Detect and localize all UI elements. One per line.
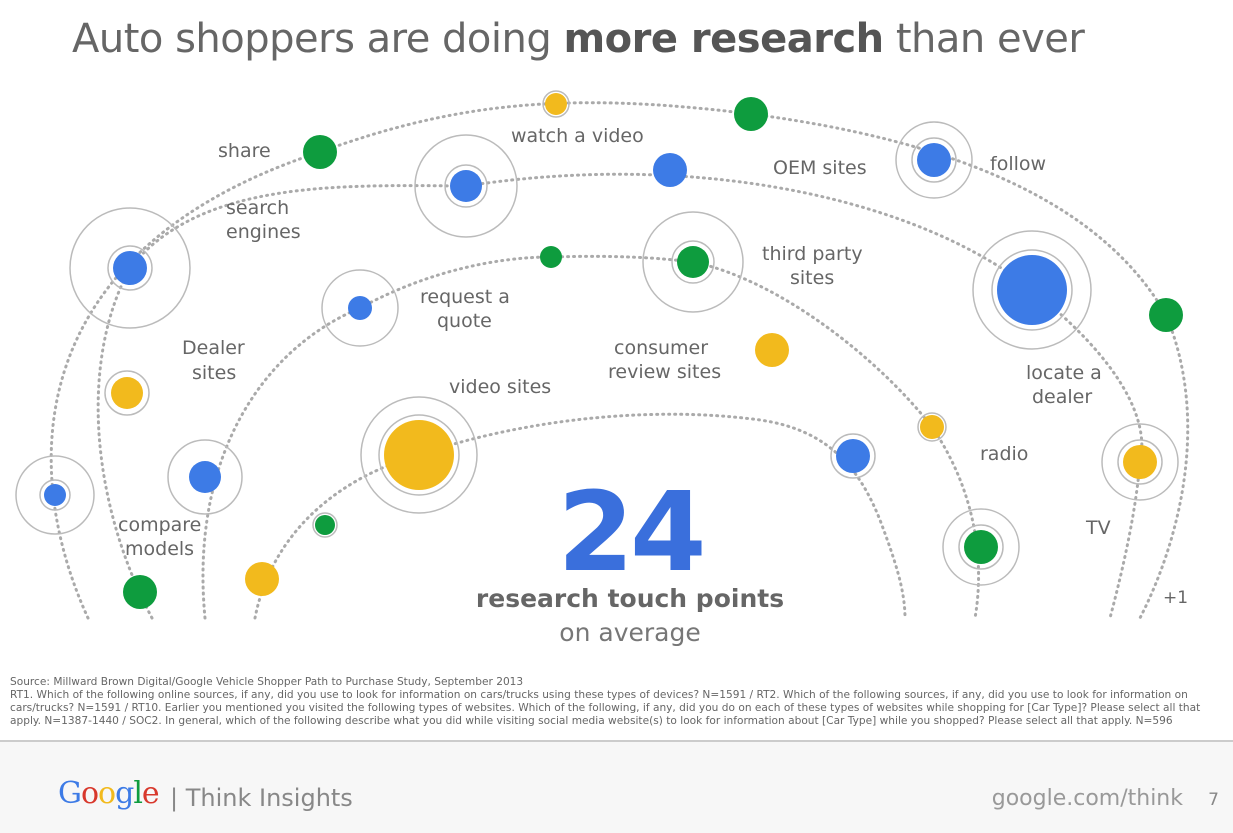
dot-ring xyxy=(312,512,338,538)
dot-ring xyxy=(378,414,460,496)
green-touchpoint-dot xyxy=(964,530,998,564)
label-third-party-2: sites xyxy=(790,267,834,289)
blue-touchpoint-dot xyxy=(44,484,66,506)
blue-touchpoint-dot xyxy=(653,153,687,187)
green-touchpoint-dot xyxy=(303,135,337,169)
logo-letter: g xyxy=(115,776,134,811)
label-dealer-sites-1: Dealer xyxy=(182,337,245,359)
logo-letter: e xyxy=(141,776,160,811)
logo-letter: o xyxy=(98,776,116,811)
dot-ring xyxy=(642,211,744,313)
blue-touchpoint-dot xyxy=(113,251,147,285)
label-third-party-1: third party xyxy=(762,243,863,265)
green-touchpoint-dot xyxy=(734,97,768,131)
dot-ring xyxy=(414,134,518,238)
blue-touchpoint-dot xyxy=(997,255,1067,325)
label-follow: follow xyxy=(990,153,1046,175)
source-note: Source: Millward Brown Digital/Google Ve… xyxy=(10,676,1225,728)
label-video-sites: video sites xyxy=(449,376,551,398)
green-touchpoint-dot xyxy=(1149,298,1183,332)
page-number: 7 xyxy=(1208,790,1219,810)
dot-ring xyxy=(542,90,570,118)
green-touchpoint-dot xyxy=(677,246,709,278)
label-consumer-review-2: review sites xyxy=(608,361,721,383)
dot-ring xyxy=(360,396,478,514)
source-citation: Source: Millward Brown Digital/Google Ve… xyxy=(10,676,524,688)
orbit-arc-3 xyxy=(201,254,980,620)
blue-touchpoint-dot xyxy=(189,461,221,493)
green-touchpoint-dot xyxy=(123,575,157,609)
label-consumer-review-1: consumer xyxy=(614,337,708,359)
dot-ring xyxy=(104,370,150,416)
logo-letter: o xyxy=(80,776,99,811)
dot-ring xyxy=(321,269,399,347)
label-search-engines-2: engines xyxy=(226,221,301,243)
yellow-touchpoint-dot xyxy=(245,562,279,596)
label-search-engines-1: search xyxy=(226,197,289,219)
label-locate-dealer-1: locate a xyxy=(1026,362,1102,384)
yellow-touchpoint-dot xyxy=(755,333,789,367)
dot-ring xyxy=(69,207,191,329)
dot-ring xyxy=(895,121,973,199)
dot-ring xyxy=(1117,439,1163,485)
yellow-touchpoint-dot xyxy=(1123,445,1157,479)
dot-ring xyxy=(39,479,71,511)
dot-ring xyxy=(911,137,957,183)
dot-ring xyxy=(958,524,1004,570)
footer: Google | Think Insights google.com/think… xyxy=(0,740,1233,833)
page-title: Auto shoppers are doing more research th… xyxy=(72,16,1085,62)
blue-touchpoint-dot xyxy=(917,143,951,177)
touchpoint-dots xyxy=(15,90,1183,609)
green-touchpoint-dot xyxy=(540,246,562,268)
orbit-arc-outer xyxy=(49,101,1190,620)
dot-ring xyxy=(942,508,1020,586)
touchpoints-caption: research touch points xyxy=(475,584,785,613)
dot-ring xyxy=(167,439,243,515)
dot-ring xyxy=(830,433,876,479)
dot-ring xyxy=(1101,423,1179,501)
dot-ring xyxy=(444,164,488,208)
yellow-touchpoint-dot xyxy=(545,93,567,115)
label-dealer-sites-2: sites xyxy=(192,362,236,384)
blue-touchpoint-dot xyxy=(348,296,372,320)
logo-letter: G xyxy=(58,776,82,811)
label-plus-one: +1 xyxy=(1163,588,1188,608)
label-request-quote-1: request a xyxy=(420,286,510,308)
label-compare-models-1: compare xyxy=(118,514,201,536)
yellow-touchpoint-dot xyxy=(384,420,454,490)
label-radio: radio xyxy=(980,443,1028,465)
label-compare-models-2: models xyxy=(125,538,194,560)
dot-ring xyxy=(917,412,947,442)
footer-url[interactable]: google.com/think xyxy=(991,786,1183,811)
orbit-arc-4 xyxy=(253,412,907,620)
label-watch-video: watch a video xyxy=(511,125,644,147)
logo-letter: l xyxy=(133,776,143,811)
dot-ring xyxy=(972,230,1092,350)
label-tv: TV xyxy=(1085,517,1111,539)
touchpoints-subcaption: on average xyxy=(559,618,701,647)
dot-ring xyxy=(671,240,715,284)
yellow-touchpoint-dot xyxy=(111,377,143,409)
touchpoints-number: 24 xyxy=(557,468,706,596)
touchpoint-orbit-diagram: share search engines Dealer sites compar… xyxy=(15,90,1190,620)
brand-name: | Think Insights xyxy=(170,784,353,812)
yellow-touchpoint-dot xyxy=(920,415,944,439)
green-touchpoint-dot xyxy=(315,515,335,535)
source-questions: RT1. Which of the following online sourc… xyxy=(10,689,1201,727)
dot-ring xyxy=(15,455,95,535)
label-request-quote-2: quote xyxy=(437,310,492,332)
label-oem-sites: OEM sites xyxy=(773,157,867,179)
google-logo: Google xyxy=(58,776,160,811)
dot-ring xyxy=(991,249,1073,331)
label-share: share xyxy=(218,140,271,162)
label-locate-dealer-2: dealer xyxy=(1032,386,1092,408)
blue-touchpoint-dot xyxy=(450,170,482,202)
blue-touchpoint-dot xyxy=(836,439,870,473)
dot-ring xyxy=(107,245,153,291)
